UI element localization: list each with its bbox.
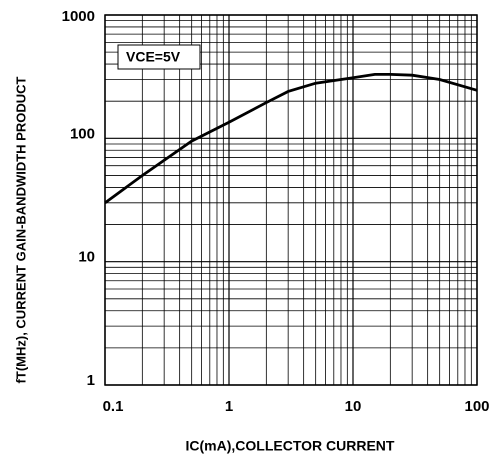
x-tick-label: 1 <box>225 398 233 415</box>
x-axis-label: IC(mA),COLLECTOR CURRENT <box>186 438 395 454</box>
x-tick-label: 100 <box>464 398 489 415</box>
data-line <box>104 72 478 204</box>
annotation-box <box>117 44 201 70</box>
y-axis-label: fT(MHz), CURRENT GAIN-BANDWIDTH PRODUCT <box>13 76 28 383</box>
x-tick-label: 10 <box>345 398 362 415</box>
y-tick-label: 100 <box>70 125 95 142</box>
y-tick-label: 10 <box>78 249 95 266</box>
annotation: VCE=5V <box>126 49 181 65</box>
y-tick-label: 1 <box>87 372 95 389</box>
plot-frame <box>104 14 478 386</box>
x-tick-label: 0.1 <box>103 398 124 415</box>
y-tick-label: 1000 <box>62 8 95 25</box>
